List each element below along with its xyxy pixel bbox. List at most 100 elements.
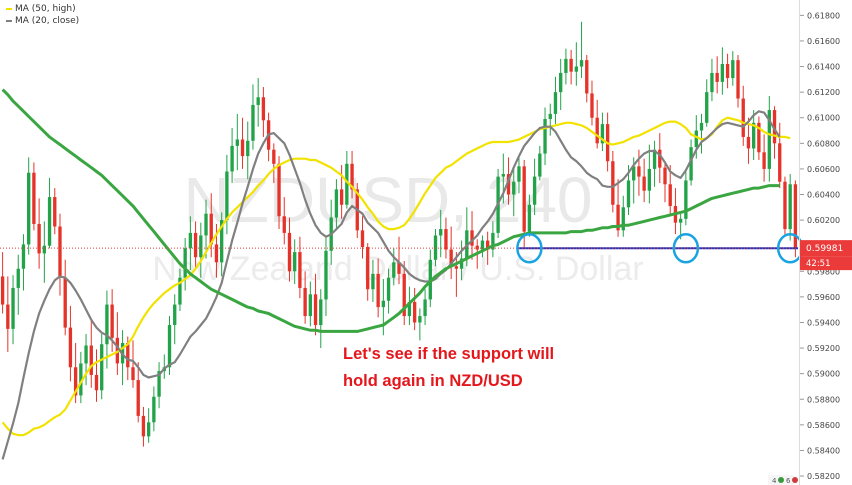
candle [235, 113, 239, 171]
price-tick-label: 0.59600 [807, 293, 840, 302]
candle [553, 76, 558, 125]
candle [397, 236, 401, 285]
candle-body [219, 220, 224, 263]
price-tick-label: 0.61200 [807, 88, 840, 97]
ma20-line[interactable] [1, 110, 781, 460]
candle [63, 259, 67, 336]
candle-body [736, 60, 740, 99]
candle-body [126, 342, 130, 368]
candle-body [491, 232, 495, 250]
candle-body [251, 104, 255, 141]
candle-body [313, 294, 318, 326]
candle [261, 87, 266, 137]
candle-body [261, 97, 266, 121]
candle [240, 117, 245, 169]
candle-body [574, 66, 579, 72]
legend-item-ma50[interactable]: MA (50, high) [6, 3, 79, 15]
candle [146, 408, 151, 443]
candle-body [350, 163, 354, 190]
candle-body [522, 166, 526, 232]
candle-body [548, 113, 552, 120]
candle [188, 216, 193, 271]
candle [199, 222, 203, 278]
candle [600, 112, 605, 152]
legend-label-ma50: MA (50, high) [15, 4, 76, 14]
candle-body [256, 97, 260, 105]
candle-body [209, 213, 213, 245]
candle-body [512, 181, 516, 195]
candle [783, 176, 787, 236]
candle [512, 168, 516, 217]
candle-body [559, 72, 563, 93]
price-tick-label: 0.58800 [807, 395, 840, 404]
candle-body [178, 277, 182, 305]
candle [246, 121, 250, 180]
candle-body [27, 172, 31, 245]
candle-body [167, 325, 172, 368]
candle [287, 217, 292, 282]
candle-body [293, 252, 297, 272]
candle [668, 165, 672, 214]
candle [611, 151, 615, 213]
candle [21, 234, 26, 291]
countdown-bg [800, 256, 852, 271]
ma50-line[interactable] [1, 116, 791, 437]
candle [418, 308, 422, 341]
current-price-value: 0.59981 [806, 244, 843, 254]
candle-body [637, 166, 641, 177]
candle [319, 289, 323, 349]
price-tick-label: 0.59200 [807, 344, 840, 353]
candle-body [89, 345, 93, 375]
support-touch-circle [516, 233, 543, 264]
price-axis[interactable]: 0.61800 0.61600 0.61400 0.61200 0.61000 0.608… [800, 11, 840, 481]
candle-body [84, 345, 88, 364]
candle-body [652, 149, 657, 169]
candle-body [553, 92, 558, 114]
candle-body [392, 262, 396, 278]
candle-body [788, 184, 792, 230]
candle [141, 406, 146, 447]
candle-body [21, 244, 26, 269]
badge-count-2: 6 [786, 477, 791, 485]
candle-body [324, 250, 328, 300]
ma100-line[interactable] [1, 88, 780, 333]
candle [183, 238, 187, 291]
candle-body [663, 167, 667, 185]
price-tick-label: 0.60600 [807, 165, 840, 174]
legend-label-ma20: MA (20, close) [15, 16, 80, 26]
candle [37, 198, 41, 269]
candle-body [731, 60, 735, 79]
candle [579, 21, 584, 79]
price-tick-label: 0.61800 [807, 11, 840, 20]
candle-body [439, 229, 443, 236]
legend-item-ma20[interactable]: MA (20, close) [6, 15, 79, 27]
candle [152, 386, 156, 432]
candle [543, 107, 547, 166]
candle-body [94, 374, 99, 391]
candle [42, 221, 47, 283]
candle-body [647, 168, 652, 191]
price-tick-label: 0.61600 [807, 37, 840, 46]
candle-body [11, 287, 15, 329]
candle [360, 216, 365, 259]
annotation-line-2: hold again in NZD/USD [343, 372, 523, 390]
candle [350, 151, 354, 199]
candle [100, 333, 104, 400]
candle-body [152, 396, 156, 423]
candle-body [793, 184, 798, 249]
candle [480, 235, 485, 258]
candle [225, 154, 229, 235]
candle-body [710, 72, 714, 93]
candle-body [741, 98, 745, 137]
candle [402, 261, 406, 326]
candle-body [767, 110, 771, 169]
candle [689, 139, 693, 186]
candle-body [0, 276, 5, 305]
candle [131, 340, 135, 388]
support-touch-circle [672, 233, 700, 264]
candle-body [73, 367, 78, 396]
candle-body [308, 294, 313, 317]
candle-body [621, 207, 625, 231]
candle-body [600, 124, 605, 144]
